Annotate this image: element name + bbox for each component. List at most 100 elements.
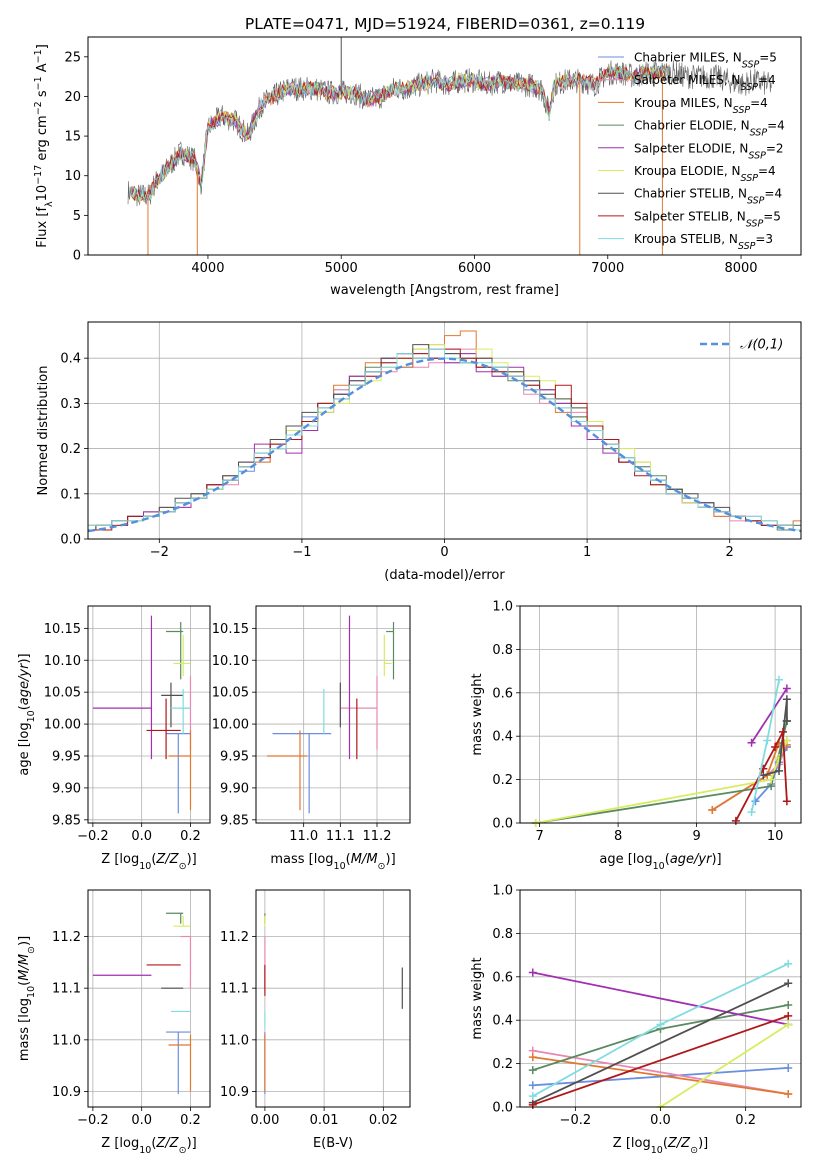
weight_vs_age-x-tick-label: 8 [614,829,622,844]
age_vs_mass-y-tick-label: 9.90 [220,781,249,796]
weight_vs_Z-x-tick-label: 0.2 [735,1113,756,1128]
spectrum-x-tick-label: 8000 [724,261,757,276]
age_vs_mass-axes [256,606,410,823]
weight_vs_age-x-label: age [log10(age/yr)] [599,852,721,872]
spectrum-x-tick-label: 7000 [591,261,624,276]
weight-point-marker [771,743,780,752]
age_vs_mass-frame: 11.0 11.1 11.2 9.85 9.90 9.95 10.00 10.05 10.10 1… [212,605,411,844]
spectrum-y-tick-label: 0 [73,249,81,264]
age_vs_Z-y-tick-label: 9.90 [52,781,81,796]
mass_vs_Z-y-tick-label: 11.0 [52,1033,81,1048]
mass_vs_ebv-axes [256,890,410,1107]
mass_vs_ebv-frame: 0.00 0.01 0.02 10.9 11.0 11.1 11.2 [220,889,411,1128]
weight-point-marker [751,797,760,806]
weight-point-marker [784,1001,793,1010]
legend-label: Kroupa ELODIE, NSSP=4 [634,164,776,184]
mass_vs_Z-x-label: Z [log10(Z/Z⊙)] [101,1136,196,1156]
weight-series-line [532,971,789,1026]
weight-point-marker [784,979,793,988]
residuals-y-tick-label: 0.1 [60,487,81,502]
weight-point-marker [778,727,787,736]
spectrum-y-tick-label: 20 [64,90,81,105]
mass_vs_Z-axes [88,890,210,1107]
age_vs_Z-frame: −0.2 0.0 0.2 9.85 9.90 9.95 10.00 10.05 10.10 10.… [44,605,211,844]
legend-label: Salpeter MILES, NSSP=4 [634,73,776,93]
weight_vs_age-y-tick-label: 0.0 [492,817,513,832]
weight-point-marker [528,1053,537,1062]
age_vs_Z-x-tick-label: −0.2 [77,829,109,844]
legend-label: Kroupa STELIB, NSSP=3 [634,232,773,252]
weight_vs_age-y-tick-label: 0.4 [492,730,513,745]
weight-point-marker [763,736,772,745]
residuals-y-tick-label: 0.2 [60,442,81,457]
spectrum-y-tick-label: 10 [64,169,81,184]
age_vs_Z-y-tick-label: 10.05 [44,686,81,701]
mass_vs_ebv-y-tick-label: 10.9 [220,1085,249,1100]
spectrum-x-tick-label: 4000 [191,261,224,276]
weight_vs_age-frame: 7 8 9 10 0.0 0.2 0.4 0.6 0.8 1.0 [492,600,802,844]
residuals-x-tick-label: 1 [583,545,591,560]
weight-series-line [532,1015,789,1106]
weight_vs_Z-y-tick-label: 0.6 [492,970,513,985]
spectrum-frame: 4000 5000 6000 7000 8000 0 5 10 15 20 25 [64,36,802,276]
weight-point-marker [747,738,756,747]
residuals-x-label: (data-model)/error [384,568,505,583]
weight-point-marker [528,968,537,977]
mass_vs_ebv-x-label: E(B-V) [313,1136,353,1151]
weight_vs_Z-y-label: mass weight [470,957,485,1039]
spectrum-y-tick-label: 5 [73,209,81,224]
weight-series-line [532,1056,789,1095]
weight-point-marker [775,753,784,762]
weight_vs_Z-y-tick-label: 0.2 [492,1057,513,1072]
legend-label: Chabrier STELIB, NSSP=4 [634,187,782,207]
weight-point-marker [528,1066,537,1075]
weight-point-marker [782,695,791,704]
weight-point-marker [782,797,791,806]
mass_vs_Z-y-tick-label: 11.2 [52,930,81,945]
mass_vs_Z-x-tick-label: 0.0 [131,1113,152,1128]
mass_vs_Z-x-tick-label: 0.2 [180,1113,201,1128]
age_vs_Z-axes-frame [87,605,211,824]
weight_vs_Z-frame: −0.2 0.0 0.2 0.0 0.2 0.4 0.6 0.8 1.0 [492,884,802,1128]
weight-point-marker [784,1063,793,1072]
weight_vs_age-x-tick-label: 10 [767,829,784,844]
residuals-y-label: Normed distribution [36,366,51,496]
residuals-x-tick-label: 2 [726,545,734,560]
weight-point-marker [528,1081,537,1090]
weight-point-marker [784,1011,793,1020]
weight_vs_Z-x-label: Z [log10(Z/Z⊙)] [613,1136,708,1156]
mass_vs_Z-x-tick-label: −0.2 [77,1113,109,1128]
residuals-frame: −2 −1 0 1 2 0.0 0.1 0.2 0.3 0.4 [60,321,802,560]
weight_vs_Z-x-tick-label: −0.2 [560,1113,592,1128]
weight-point-marker [731,816,740,825]
age_vs_Z-y-tick-label: 10.15 [44,622,81,637]
age_vs_mass-x-tick-label: 11.2 [363,829,392,844]
age_vs_mass-x-tick-label: 11.1 [326,829,355,844]
legend-label: Chabrier MILES, NSSP=5 [634,51,777,71]
age_vs_Z-x-tick-label: 0.0 [131,829,152,844]
mass_vs_ebv-x-tick-label: 0.01 [310,1113,339,1128]
age_vs_mass-y-tick-label: 9.95 [220,749,249,764]
weight-point-marker [775,675,784,684]
weight_vs_age-x-tick-label: 9 [692,829,700,844]
spectrum-x-label: wavelength [Angstrom, rest frame] [330,283,559,298]
residuals-y-tick-label: 0.4 [60,352,81,367]
age_vs_mass-x-tick-label: 11.0 [289,829,318,844]
age_vs_Z-x-label: Z [log10(Z/Z⊙)] [101,852,196,872]
mass_vs_Z-y-tick-label: 11.1 [52,982,81,997]
weight-series-line [532,1049,789,1095]
age_vs_Z-axes [88,606,210,823]
residuals-x-tick-label: −1 [292,545,311,560]
spectrum-y-label: Flux [fλ10−17 erg cm−2 s−1 A−1] [33,44,55,248]
legend-label: Chabrier ELODIE, NSSP=4 [634,119,785,139]
age_vs_mass-axes-frame [255,605,411,824]
weight-point-marker [782,684,791,693]
legend-label: Salpeter STELIB, NSSP=5 [634,209,781,229]
age_vs_mass-y-tick-label: 10.10 [212,654,249,669]
mass_vs_Z-y-label: mass [log10(M/M⊙)] [17,936,37,1061]
weight_vs_age-y-label: mass weight [470,673,485,755]
mass_vs_ebv-y-tick-label: 11.0 [220,1033,249,1048]
age_vs_mass-y-tick-label: 10.00 [212,718,249,733]
normal-reference-curve [87,357,802,533]
